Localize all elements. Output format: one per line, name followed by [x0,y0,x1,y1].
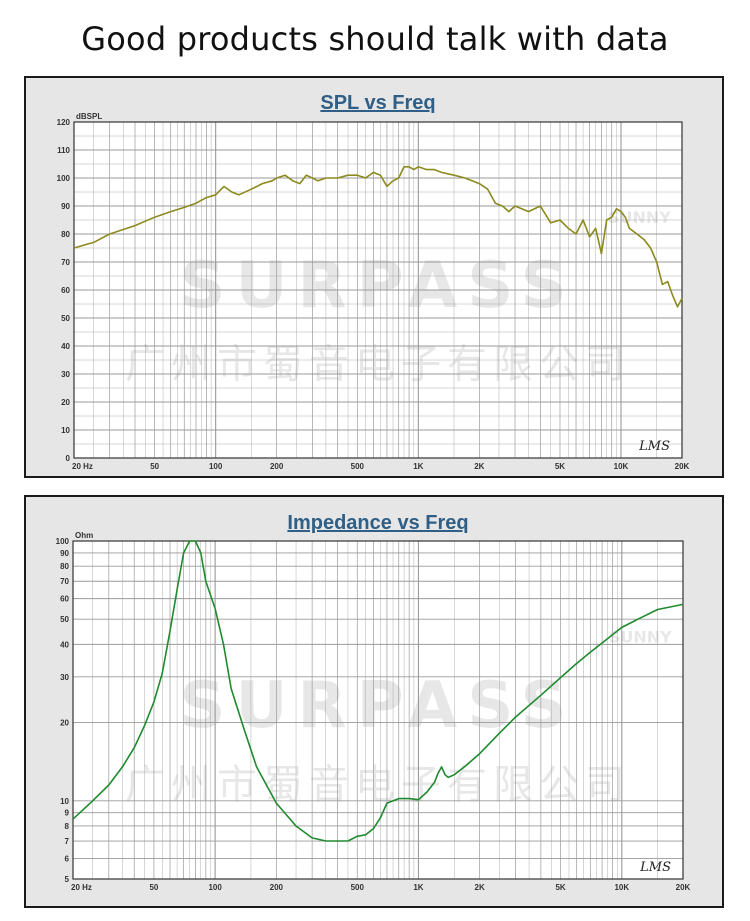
x-tick-label: 200 [270,462,284,471]
y-axis-label: dBSPL [76,112,102,121]
y-tick-label: 90 [61,202,70,211]
watermark-company: 广州市蜀音电子有限公司 [125,341,631,387]
chart-title: Impedance vs Freq [287,512,468,534]
y-tick-label: 6 [65,854,70,863]
x-tick-label: 500 [351,462,365,471]
watermark-tag: SUNNY [608,208,671,227]
x-tick-label: 10K [614,462,629,471]
x-tick-label: 10K [614,883,629,892]
plot-border [73,121,683,459]
spl-chart-panel: SPL vs Freq SURPASS 广州市蜀音电子有限公司 SUNNY 0 10 20 3… [24,76,724,478]
x-tick-label: 20 Hz [72,462,93,471]
plot-border [72,540,684,880]
watermark: SURPASS 广州市蜀音电子有限公司 SUNNY [125,208,671,388]
y-tick-label: 80 [60,562,69,571]
y-tick-label: 100 [57,174,71,183]
x-tick-label: 5K [555,462,565,471]
y-tick-label: 50 [61,314,70,323]
y-tick-label: 7 [65,837,70,846]
x-tick-label: 20 Hz [71,883,92,892]
y-tick-label: 80 [61,230,70,239]
x-tick-label: 100 [209,462,223,471]
y-tick-label: 20 [61,398,70,407]
y-tick-label: 5 [65,875,70,884]
x-tick-label: 1K [413,883,423,892]
lms-logo: LMS [639,860,671,875]
watermark-tag: SUNNY [609,627,672,646]
y-tick-label: 70 [60,577,69,586]
x-tick-label: 50 [149,883,158,892]
y-tick-label: 40 [61,342,70,351]
y-tick-label: 20 [60,719,69,728]
watermark-brand: SURPASS [179,669,576,743]
x-tick-label: 100 [208,883,222,892]
x-tick-label: 20K [676,883,691,892]
x-tick-label: 200 [270,883,284,892]
y-tick-label: 30 [61,370,70,379]
page-heading: Good products should talk with data [81,20,669,58]
impedance-chart-panel: Impedance vs Freq SURPASS 广州市蜀音电子有限公司 SUNNY… [24,495,724,908]
y-tick-label: 70 [61,258,70,267]
y-tick-label: 40 [60,640,69,649]
y-tick-label: 110 [57,146,70,155]
y-tick-label: 30 [60,673,69,682]
y-tick-label: 9 [65,809,70,818]
lms-logo: LMS [638,439,670,454]
watermark-company: 广州市蜀音电子有限公司 [125,762,631,808]
x-tick-label: 1K [413,462,423,471]
y-tick-label: 90 [60,549,69,558]
y-tick-label: 8 [65,822,70,831]
x-tick-label: 500 [351,883,365,892]
impedance-chart: Impedance vs Freq SURPASS 广州市蜀音电子有限公司 SUNNY… [56,512,691,892]
x-tick-label: 2K [474,462,484,471]
watermark-brand: SURPASS [179,249,576,323]
y-tick-label: 100 [56,537,70,546]
x-tick-label: 2K [475,883,485,892]
x-tick-label: 20K [675,462,690,471]
y-tick-label: 10 [61,426,70,435]
x-tick-label: 50 [150,462,159,471]
series-line [73,166,683,308]
y-tick-label: 60 [61,286,70,295]
series-line [72,540,684,842]
x-tick-label: 5K [555,883,565,892]
y-tick-label: 60 [60,595,69,604]
y-tick-label: 120 [57,118,71,127]
y-tick-label: 50 [60,615,69,624]
y-axis-label: Ohm [75,531,93,540]
y-tick-label: 0 [66,454,71,463]
chart-title: SPL vs Freq [320,92,435,114]
spl-chart: SPL vs Freq SURPASS 广州市蜀音电子有限公司 SUNNY 0 10 20 3… [57,92,690,471]
y-tick-label: 10 [60,797,69,806]
